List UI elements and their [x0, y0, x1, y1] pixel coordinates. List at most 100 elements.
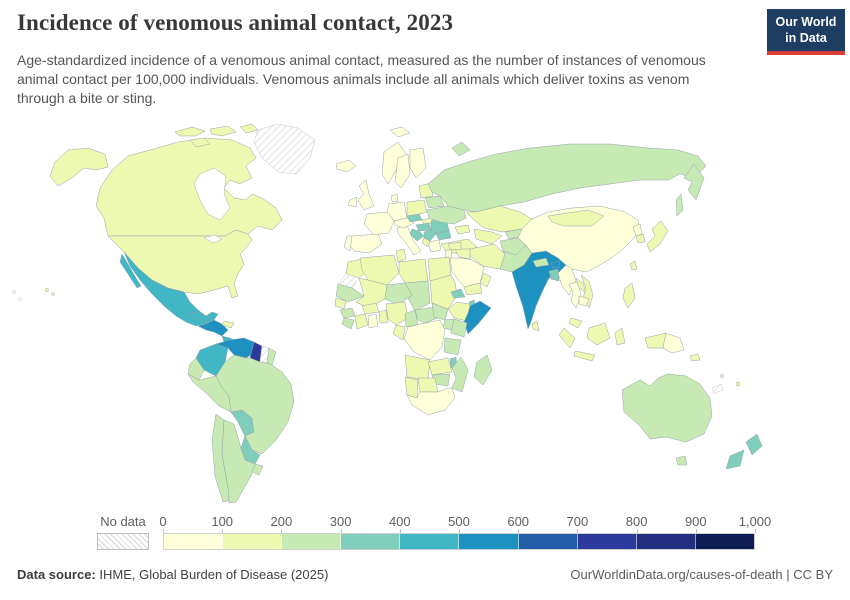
country-iceland[interactable] [335, 159, 357, 173]
country-nigeria[interactable] [385, 301, 409, 326]
country-ghana[interactable] [367, 313, 379, 329]
country-russia[interactable] [683, 163, 705, 201]
country-hispaniola[interactable] [221, 320, 235, 329]
country-yemen[interactable] [463, 282, 483, 296]
country-congo-gabon[interactable] [392, 324, 406, 341]
country-oman[interactable] [479, 272, 492, 288]
country-taiwan[interactable] [629, 260, 638, 271]
country-iraq[interactable] [454, 248, 471, 260]
attribution-link[interactable]: OurWorldinData.org/causes-of-death [570, 567, 783, 582]
legend-bin-800-900[interactable] [636, 534, 696, 549]
country-russia[interactable] [675, 193, 684, 217]
country-canada[interactable] [209, 125, 237, 137]
country-angola[interactable] [404, 354, 431, 381]
country-madagascar[interactable] [473, 354, 493, 386]
country-ireland[interactable] [347, 196, 358, 208]
country-indonesia[interactable] [558, 327, 576, 349]
country-poland[interactable] [406, 199, 428, 217]
country-libya[interactable] [398, 258, 429, 284]
country-norway[interactable] [389, 126, 411, 138]
country-cambodia[interactable] [578, 295, 590, 307]
country-vanuatu[interactable] [720, 374, 724, 378]
legend-bin-0-100[interactable] [164, 534, 224, 549]
country-sri-lanka[interactable] [531, 320, 540, 332]
country-greece[interactable] [427, 239, 442, 253]
country-united-states[interactable] [49, 147, 109, 187]
country-bhutan[interactable] [550, 260, 561, 269]
country-italy[interactable] [396, 224, 422, 256]
country-russia[interactable] [451, 141, 471, 157]
country-new-zealand[interactable] [745, 433, 763, 456]
country-saudi-arabia[interactable] [449, 257, 485, 288]
country-philippines[interactable] [622, 282, 636, 309]
country-sweden[interactable] [394, 153, 411, 189]
country-mauritania[interactable] [335, 283, 365, 303]
country-somalia[interactable] [463, 300, 492, 335]
country-finland[interactable] [409, 147, 427, 179]
legend-bin-500-600[interactable] [459, 534, 519, 549]
country-belarus[interactable] [424, 195, 445, 209]
country-canada[interactable] [239, 123, 259, 134]
country-mexico[interactable] [123, 251, 219, 327]
country-australia[interactable] [621, 373, 713, 443]
country-canada[interactable] [189, 137, 211, 148]
country-spain[interactable] [346, 233, 383, 254]
country-croatia-bosnia[interactable] [409, 228, 425, 242]
country-south-korea[interactable] [635, 233, 646, 244]
country-japan[interactable] [646, 220, 669, 253]
country-greenland[interactable] [253, 123, 316, 175]
country-russia[interactable] [427, 143, 707, 213]
country-north-korea[interactable] [632, 223, 643, 237]
country-portugal[interactable] [343, 235, 353, 252]
country-indonesia[interactable] [586, 322, 611, 346]
legend-bin-200-300[interactable] [282, 534, 342, 549]
country-french-polynesia[interactable] [18, 297, 22, 301]
country-mozambique[interactable] [451, 356, 469, 393]
country-united-kingdom[interactable] [357, 179, 375, 211]
country-indonesia[interactable] [573, 350, 596, 362]
country-new-caledonia[interactable] [711, 383, 724, 394]
country-argentina[interactable] [221, 419, 256, 504]
country-uruguay[interactable] [251, 463, 264, 476]
country-denmark[interactable] [390, 193, 399, 203]
country-new-zealand[interactable] [725, 449, 745, 470]
country-nepal[interactable] [532, 257, 550, 268]
country-eritrea[interactable] [450, 288, 466, 299]
country-serbia[interactable] [423, 229, 437, 242]
country-norway[interactable] [381, 141, 407, 185]
country-cuba[interactable] [185, 311, 215, 324]
country-china[interactable] [517, 205, 641, 273]
country-fiji[interactable] [735, 381, 741, 387]
country-tanzania[interactable] [443, 337, 462, 356]
legend-bin-100-200[interactable] [223, 534, 283, 549]
country-malaysia[interactable] [568, 317, 583, 329]
country-indonesia[interactable] [644, 332, 667, 349]
country-french-polynesia[interactable] [12, 290, 16, 294]
legend-no-data-swatch[interactable] [97, 533, 149, 550]
legend-bin-600-700[interactable] [518, 534, 578, 549]
country-democratic-republic-of-congo[interactable] [403, 319, 446, 361]
country-kenya[interactable] [450, 318, 468, 338]
country-niger[interactable] [384, 282, 413, 306]
legend-bin-300-400[interactable] [341, 534, 401, 549]
country-united-states[interactable] [51, 292, 55, 296]
country-canada[interactable] [95, 137, 283, 237]
legend-bin-400-500[interactable] [400, 534, 460, 549]
country-papua-new-guinea[interactable] [662, 332, 685, 354]
country-bangladesh[interactable] [548, 268, 560, 282]
country-bolivia[interactable] [230, 409, 255, 437]
country-senegal[interactable] [334, 297, 347, 310]
country-france[interactable] [363, 211, 395, 236]
country-zambia[interactable] [427, 357, 453, 376]
legend-bin-900-1000[interactable] [695, 534, 754, 549]
country-ivory-coast[interactable] [354, 313, 369, 330]
country-tunisia[interactable] [395, 248, 407, 263]
country-botswana[interactable] [417, 377, 439, 393]
country-bulgaria[interactable] [435, 229, 452, 241]
country-vietnam[interactable] [580, 274, 594, 309]
country-united-states[interactable] [45, 288, 49, 292]
country-caucasus[interactable] [454, 224, 471, 235]
country-guinea[interactable] [339, 307, 356, 319]
country-canada[interactable] [174, 126, 206, 137]
country-albania-macedonia[interactable] [421, 237, 431, 248]
